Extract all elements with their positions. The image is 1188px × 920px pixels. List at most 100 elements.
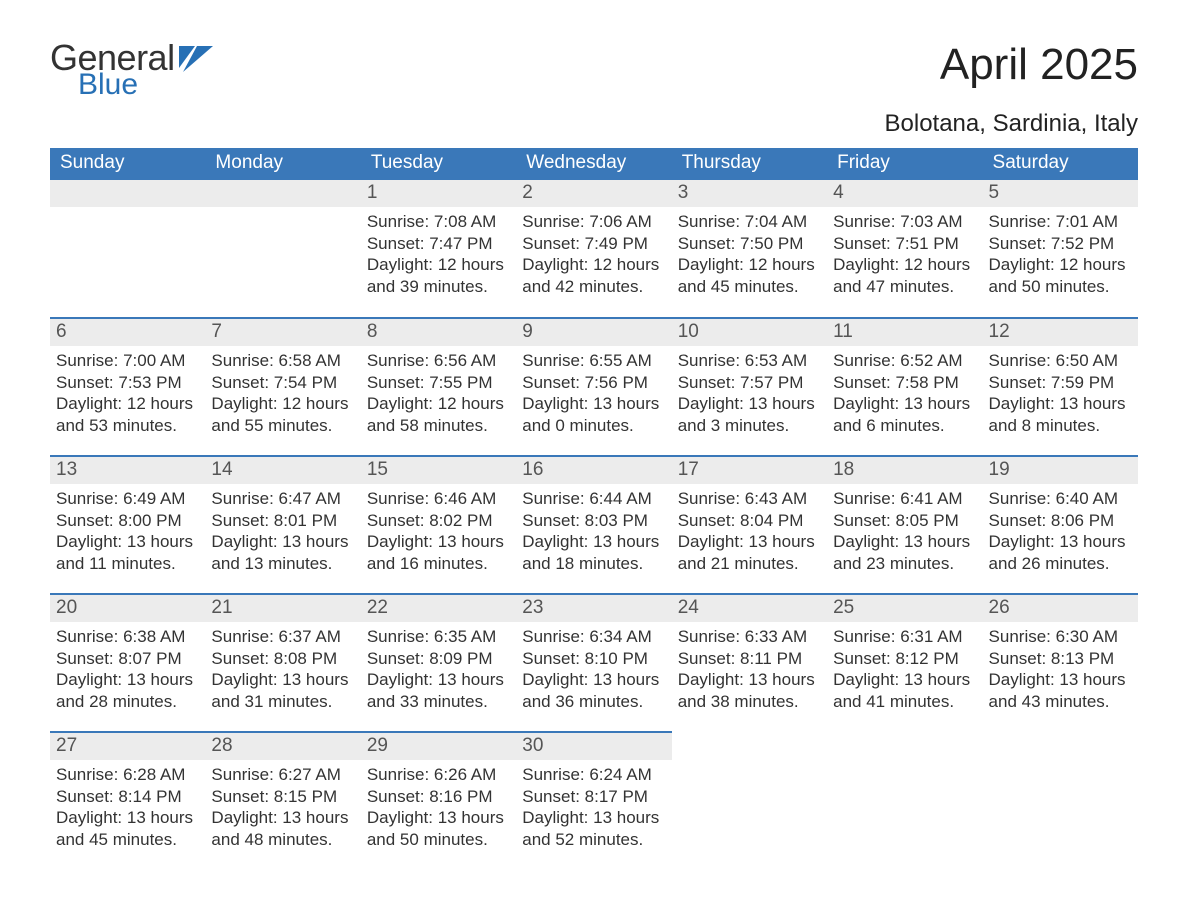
day-details: Sunrise: 6:24 AMSunset: 8:17 PMDaylight:… [516,760,671,857]
daylight-line2: and 41 minutes. [833,691,976,713]
day-number: 7 [205,319,360,346]
day-number: 29 [361,733,516,760]
sunrise-text: Sunrise: 6:58 AM [211,350,354,372]
daylight-line1: Daylight: 13 hours [522,669,665,691]
calendar-day-cell: 17Sunrise: 6:43 AMSunset: 8:04 PMDayligh… [672,456,827,594]
day-number: 14 [205,457,360,484]
sunset-text: Sunset: 7:52 PM [989,233,1132,255]
sunrise-text: Sunrise: 7:00 AM [56,350,199,372]
day-details: Sunrise: 6:31 AMSunset: 8:12 PMDaylight:… [827,622,982,719]
day-number: 6 [50,319,205,346]
daylight-line2: and 26 minutes. [989,553,1132,575]
day-number: 16 [516,457,671,484]
day-number: 3 [672,180,827,207]
day-number: 17 [672,457,827,484]
sunrise-text: Sunrise: 6:55 AM [522,350,665,372]
day-details: Sunrise: 6:50 AMSunset: 7:59 PMDaylight:… [983,346,1138,443]
daylight-line1: Daylight: 13 hours [833,531,976,553]
day-number: 9 [516,319,671,346]
daylight-line2: and 42 minutes. [522,276,665,298]
day-number: 27 [50,733,205,760]
day-details: Sunrise: 7:01 AMSunset: 7:52 PMDaylight:… [983,207,1138,304]
calendar-day-cell: 24Sunrise: 6:33 AMSunset: 8:11 PMDayligh… [672,594,827,732]
calendar-day-cell: 4Sunrise: 7:03 AMSunset: 7:51 PMDaylight… [827,180,982,318]
daylight-line2: and 31 minutes. [211,691,354,713]
daylight-line1: Daylight: 12 hours [522,254,665,276]
sunrise-text: Sunrise: 6:38 AM [56,626,199,648]
calendar-day-cell: 28Sunrise: 6:27 AMSunset: 8:15 PMDayligh… [205,732,360,870]
calendar-week-row: 1Sunrise: 7:08 AMSunset: 7:47 PMDaylight… [50,180,1138,318]
daylight-line1: Daylight: 13 hours [367,531,510,553]
day-number: 21 [205,595,360,622]
sunset-text: Sunset: 7:47 PM [367,233,510,255]
day-details: Sunrise: 6:47 AMSunset: 8:01 PMDaylight:… [205,484,360,581]
daylight-line2: and 16 minutes. [367,553,510,575]
day-number: 15 [361,457,516,484]
daylight-line2: and 8 minutes. [989,415,1132,437]
daylight-line2: and 55 minutes. [211,415,354,437]
sunset-text: Sunset: 8:11 PM [678,648,821,670]
page-title: April 2025 [940,40,1138,90]
calendar-day-cell: 9Sunrise: 6:55 AMSunset: 7:56 PMDaylight… [516,318,671,456]
calendar-day-cell: 14Sunrise: 6:47 AMSunset: 8:01 PMDayligh… [205,456,360,594]
day-details: Sunrise: 6:28 AMSunset: 8:14 PMDaylight:… [50,760,205,857]
day-details: Sunrise: 6:40 AMSunset: 8:06 PMDaylight:… [983,484,1138,581]
daylight-line2: and 13 minutes. [211,553,354,575]
sunrise-text: Sunrise: 6:53 AM [678,350,821,372]
sunset-text: Sunset: 8:15 PM [211,786,354,808]
daylight-line2: and 48 minutes. [211,829,354,851]
calendar-day-cell: 6Sunrise: 7:00 AMSunset: 7:53 PMDaylight… [50,318,205,456]
sunrise-text: Sunrise: 6:34 AM [522,626,665,648]
daylight-line2: and 45 minutes. [56,829,199,851]
day-details: Sunrise: 6:49 AMSunset: 8:00 PMDaylight:… [50,484,205,581]
sunrise-text: Sunrise: 6:30 AM [989,626,1132,648]
sunrise-text: Sunrise: 6:26 AM [367,764,510,786]
daylight-line1: Daylight: 13 hours [833,669,976,691]
day-number: 24 [672,595,827,622]
day-number: 19 [983,457,1138,484]
day-details: Sunrise: 6:55 AMSunset: 7:56 PMDaylight:… [516,346,671,443]
sunset-text: Sunset: 8:06 PM [989,510,1132,532]
calendar-day-cell: 11Sunrise: 6:52 AMSunset: 7:58 PMDayligh… [827,318,982,456]
daylight-line2: and 45 minutes. [678,276,821,298]
daylight-line2: and 50 minutes. [989,276,1132,298]
day-number: 22 [361,595,516,622]
day-number: 10 [672,319,827,346]
sunrise-text: Sunrise: 7:03 AM [833,211,976,233]
daylight-line2: and 53 minutes. [56,415,199,437]
day-number [205,180,360,207]
day-number: 20 [50,595,205,622]
calendar-day-cell: 19Sunrise: 6:40 AMSunset: 8:06 PMDayligh… [983,456,1138,594]
sunrise-text: Sunrise: 7:04 AM [678,211,821,233]
calendar-day-cell: 5Sunrise: 7:01 AMSunset: 7:52 PMDaylight… [983,180,1138,318]
brand-word2: Blue [78,70,175,100]
day-number: 11 [827,319,982,346]
daylight-line2: and 33 minutes. [367,691,510,713]
daylight-line2: and 50 minutes. [367,829,510,851]
weekday-header: Sunday [50,148,205,180]
sunset-text: Sunset: 7:50 PM [678,233,821,255]
sunset-text: Sunset: 7:54 PM [211,372,354,394]
day-number: 26 [983,595,1138,622]
sunrise-text: Sunrise: 6:46 AM [367,488,510,510]
daylight-line2: and 21 minutes. [678,553,821,575]
day-details: Sunrise: 7:08 AMSunset: 7:47 PMDaylight:… [361,207,516,304]
daylight-line1: Daylight: 13 hours [56,669,199,691]
day-details: Sunrise: 6:53 AMSunset: 7:57 PMDaylight:… [672,346,827,443]
sunset-text: Sunset: 7:51 PM [833,233,976,255]
calendar-day-cell: 18Sunrise: 6:41 AMSunset: 8:05 PMDayligh… [827,456,982,594]
daylight-line2: and 6 minutes. [833,415,976,437]
daylight-line1: Daylight: 13 hours [833,393,976,415]
daylight-line1: Daylight: 13 hours [211,807,354,829]
day-details: Sunrise: 6:43 AMSunset: 8:04 PMDaylight:… [672,484,827,581]
sunrise-text: Sunrise: 6:28 AM [56,764,199,786]
daylight-line1: Daylight: 12 hours [678,254,821,276]
weekday-header: Wednesday [516,148,671,180]
daylight-line1: Daylight: 12 hours [367,254,510,276]
day-number [50,180,205,207]
sunset-text: Sunset: 7:55 PM [367,372,510,394]
day-details: Sunrise: 7:00 AMSunset: 7:53 PMDaylight:… [50,346,205,443]
sunrise-text: Sunrise: 6:50 AM [989,350,1132,372]
sunset-text: Sunset: 8:02 PM [367,510,510,532]
sunset-text: Sunset: 7:57 PM [678,372,821,394]
